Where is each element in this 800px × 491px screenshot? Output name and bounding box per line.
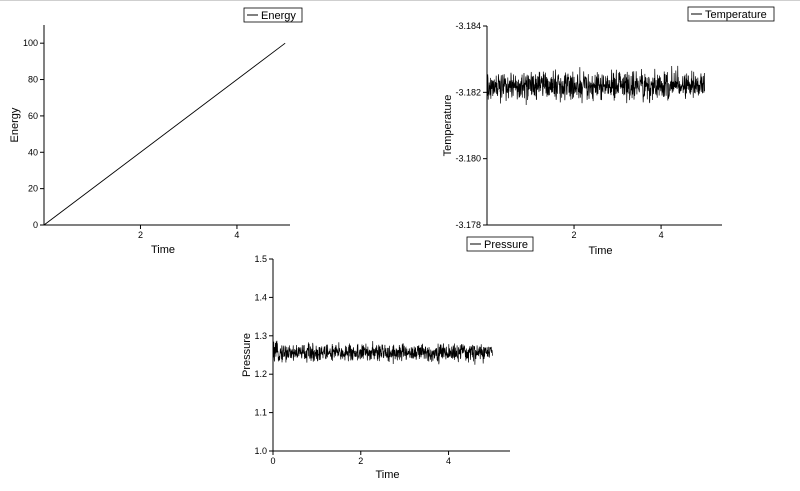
energy-legend-box: [243, 7, 303, 23]
energy-x-tick-label: 4: [234, 230, 239, 240]
temperature-series-line: [486, 65, 705, 209]
temperature-x-tick-label: 2: [572, 230, 577, 240]
energy-x-axis-title: Time: [151, 244, 175, 256]
temperature-legend-box: [687, 6, 775, 22]
chart-pressure: 1.0 1.1 1.2 1.3 1.4 1.5 0 2 4 Time Pressure Pressur…: [241, 236, 534, 481]
pressure-y-tick-label: 1.4: [254, 292, 267, 302]
energy-series-line: [43, 42, 286, 226]
temperature-x-tick-label: 4: [659, 230, 664, 240]
pressure-x-tick-label: 0: [270, 456, 275, 466]
chart-energy: 0 20 40 60 80 100 2 4 Time Energy Energy: [9, 7, 303, 256]
pressure-y-tick-label: 1.3: [254, 331, 267, 341]
energy-y-tick-label: 0: [33, 220, 38, 230]
energy-y-axis-title: Energy: [9, 107, 21, 142]
pressure-x-axis-title: Time: [375, 469, 399, 481]
pressure-series-line: [272, 340, 493, 390]
energy-x-tick-label: 2: [138, 230, 143, 240]
energy-y-tick-label: 40: [28, 147, 38, 157]
pressure-y-tick-label: 1.0: [254, 446, 267, 456]
temperature-y-tick-label: -3.178: [455, 220, 481, 230]
chart-temperature: -3.184 -3.182 -3.180 -3.178 2 4 Time Temperatur…: [442, 6, 775, 257]
temperature-y-tick-label: -3.182: [455, 87, 481, 97]
energy-legend-label: Energy: [261, 10, 296, 22]
pressure-y-tick-label: 1.2: [254, 369, 267, 379]
pressure-y-axis-title: Pressure: [241, 333, 253, 377]
energy-y-tick-label: 60: [28, 111, 38, 121]
pressure-legend-box: [466, 236, 534, 252]
temperature-y-tick-label: -3.180: [455, 154, 481, 164]
temperature-legend-label: Temperature: [705, 9, 767, 21]
energy-y-tick-label: 100: [23, 38, 38, 48]
temperature-y-axis-title: Temperature: [442, 95, 454, 157]
energy-y-tick-label: 20: [28, 184, 38, 194]
temperature-x-axis-title: Time: [588, 245, 612, 257]
energy-y-tick-label: 80: [28, 75, 38, 85]
temperature-y-tick-label: -3.184: [455, 21, 481, 31]
pressure-y-tick-label: 1.1: [254, 408, 267, 418]
pressure-legend-label: Pressure: [484, 239, 528, 251]
pressure-x-tick-label: 2: [358, 456, 363, 466]
pressure-y-tick-label: 1.5: [254, 254, 267, 264]
pressure-x-tick-label: 4: [446, 456, 451, 466]
